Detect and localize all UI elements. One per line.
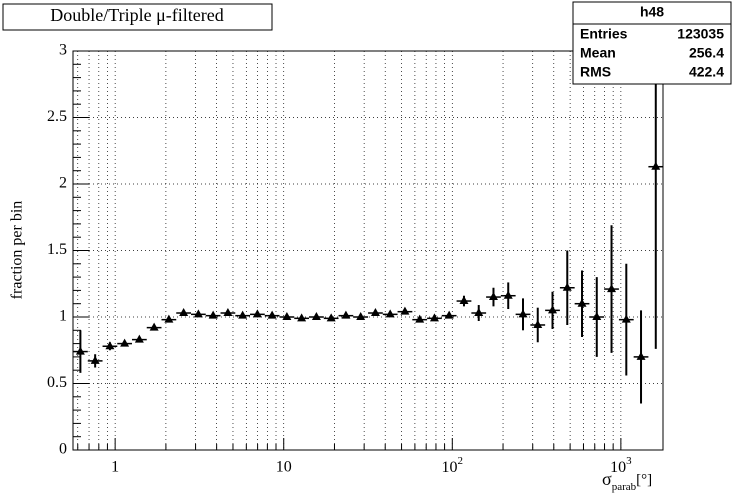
chart-title: Double/Triple μ-filtered bbox=[50, 5, 223, 25]
y-tick-label: 0.5 bbox=[47, 374, 67, 391]
data-point bbox=[208, 310, 218, 319]
data-point bbox=[223, 308, 233, 317]
data-point bbox=[193, 309, 203, 318]
data-point bbox=[385, 309, 395, 318]
data-point bbox=[120, 338, 130, 347]
stats-value: 123035 bbox=[677, 26, 724, 42]
data-point bbox=[252, 309, 262, 318]
x-label-subscript: parab bbox=[612, 481, 637, 493]
data-point bbox=[459, 296, 469, 305]
x-label-symbol: σ bbox=[602, 469, 612, 489]
data-point bbox=[562, 282, 572, 291]
data-point bbox=[311, 312, 321, 320]
data-point bbox=[164, 314, 174, 323]
data-point bbox=[444, 310, 454, 319]
data-point bbox=[297, 313, 307, 322]
stats-label: Entries bbox=[580, 26, 628, 42]
y-tick-label: 3 bbox=[59, 42, 67, 59]
y-tick-label: 0 bbox=[59, 441, 67, 458]
data-point bbox=[134, 334, 144, 343]
data-point bbox=[636, 351, 646, 360]
data-point bbox=[356, 312, 366, 320]
data-point bbox=[429, 313, 439, 322]
data-point bbox=[267, 310, 277, 319]
x-axis-label: σparab[°] bbox=[602, 469, 652, 492]
data-point bbox=[621, 314, 631, 323]
x-tick-exponent: 2 bbox=[458, 455, 464, 467]
stats-label: RMS bbox=[580, 64, 611, 80]
data-point bbox=[179, 308, 189, 317]
grid bbox=[73, 50, 663, 451]
x-tick-base: 10 bbox=[610, 459, 626, 476]
data-point bbox=[607, 284, 617, 293]
y-axis-label: fraction per bin bbox=[9, 201, 26, 300]
stats-box bbox=[572, 1, 732, 85]
x-tick-base: 10 bbox=[442, 459, 458, 476]
data-point bbox=[341, 310, 351, 319]
x-tick-label: 1 bbox=[111, 459, 119, 476]
data-point bbox=[518, 309, 528, 318]
data-point bbox=[651, 161, 661, 170]
y-tick-label: 2.5 bbox=[47, 108, 67, 125]
data-point bbox=[503, 290, 513, 299]
data-point bbox=[577, 298, 587, 307]
stats-label: Mean bbox=[580, 45, 616, 61]
y-tick-label: 2 bbox=[59, 175, 67, 192]
y-tick-label: 1 bbox=[59, 308, 67, 325]
stats-value: 422.4 bbox=[689, 64, 724, 80]
data-point bbox=[238, 310, 248, 319]
data-point bbox=[474, 308, 484, 317]
x-tick-exponent: 3 bbox=[626, 455, 632, 467]
data-point bbox=[548, 305, 558, 314]
data-point bbox=[105, 341, 115, 350]
data-point bbox=[326, 313, 336, 322]
x-label-unit: [°] bbox=[636, 472, 652, 488]
y-tick-label: 1.5 bbox=[47, 241, 67, 258]
data-point bbox=[488, 292, 498, 301]
stats-name: h48 bbox=[640, 4, 664, 20]
data-point bbox=[75, 346, 85, 355]
x-tick-label: 103 bbox=[610, 455, 632, 476]
title-box bbox=[2, 3, 273, 31]
data-point bbox=[282, 312, 292, 320]
marks bbox=[73, 51, 663, 404]
x-tick-label: 102 bbox=[442, 455, 464, 476]
data-point bbox=[415, 314, 425, 323]
data-point bbox=[400, 306, 410, 315]
data-point bbox=[90, 355, 100, 364]
data-point bbox=[592, 312, 602, 320]
stats-value: 256.4 bbox=[689, 45, 724, 61]
data-point bbox=[370, 308, 380, 317]
data-point bbox=[533, 319, 543, 328]
data-point bbox=[149, 322, 159, 331]
x-tick-label: 10 bbox=[276, 459, 292, 476]
